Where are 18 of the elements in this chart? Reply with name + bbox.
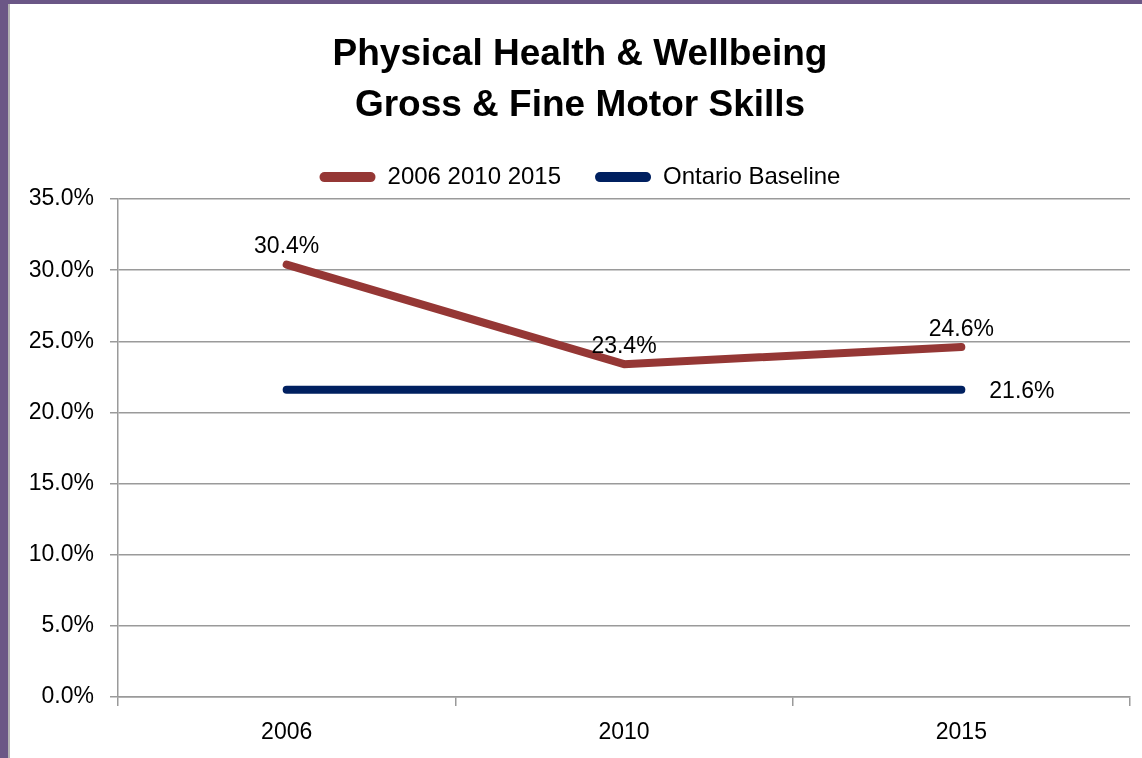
data-label: 30.4% — [254, 232, 320, 259]
data-label: 24.6% — [928, 314, 994, 341]
x-tick-label: 2015 — [935, 718, 987, 745]
chart-title: Physical Health & Wellbeing Gross & Fine Motor Skills — [332, 31, 828, 124]
legend-label: Ontario Baseline — [663, 161, 841, 189]
y-tick-label: 25.0% — [28, 326, 94, 353]
y-tick-label: 20.0% — [28, 397, 94, 424]
y-tick-label: 10.0% — [28, 540, 94, 567]
y-tick-label: 0.0% — [41, 682, 94, 709]
y-tick-label: 15.0% — [28, 468, 94, 495]
x-tick-label: 2010 — [598, 718, 650, 745]
y-tick-label: 30.0% — [28, 255, 94, 282]
legend-label: 2006 2010 2015 — [387, 161, 562, 189]
data-label: 21.6% — [989, 377, 1055, 404]
data-label: 23.4% — [591, 331, 657, 358]
y-tick-label: 35.0% — [28, 184, 94, 211]
x-tick-label: 2006 — [261, 718, 313, 745]
y-tick-label: 5.0% — [41, 611, 94, 638]
